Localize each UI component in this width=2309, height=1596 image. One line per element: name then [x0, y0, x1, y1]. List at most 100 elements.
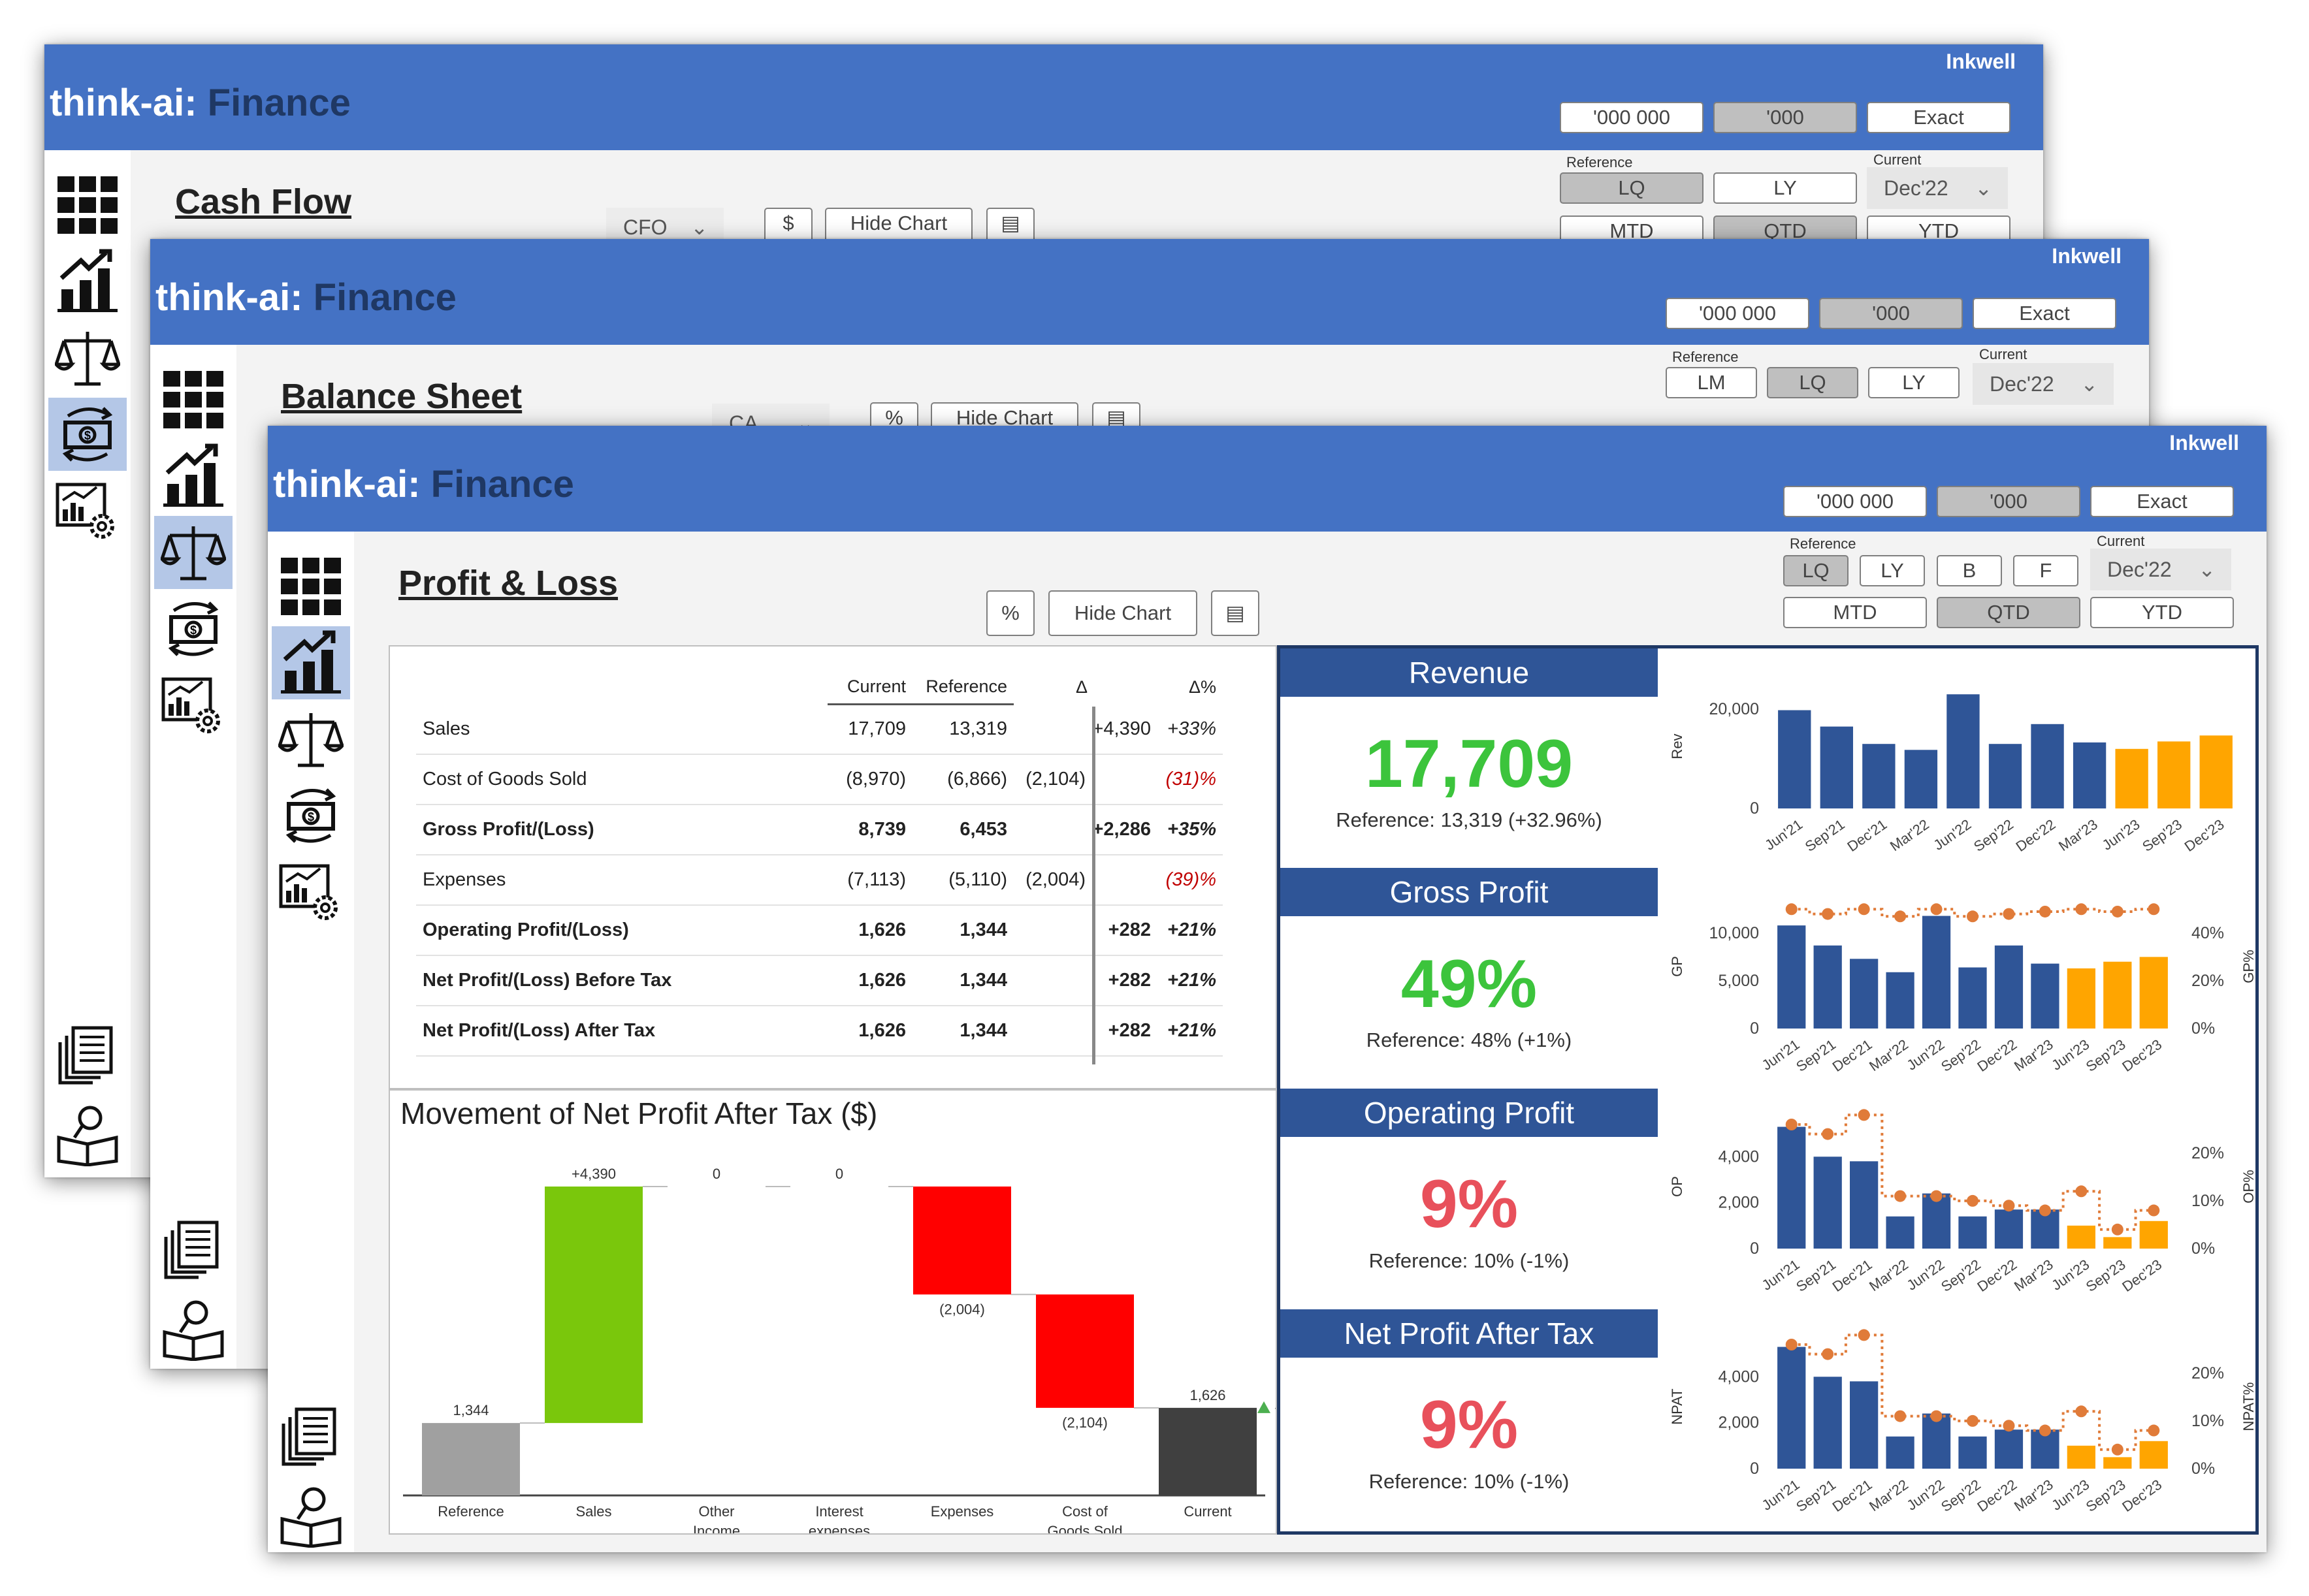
row-delta-pct: +33%	[1151, 704, 1223, 755]
reference-label: Reference	[1790, 535, 1856, 552]
current-period-select[interactable]: Dec'22 ⌄	[2090, 549, 2231, 590]
reference-ly-button[interactable]: LY	[1860, 555, 1925, 586]
documents-icon[interactable]	[48, 1019, 127, 1092]
pnl-table: Current Reference Δ Δ% Sales 17,709 13,319…	[416, 661, 1223, 1057]
chart-bar	[1850, 959, 1879, 1029]
cash-cycle-icon-svg: $	[168, 601, 219, 656]
kpi-revenue-title: Revenue	[1280, 648, 1658, 697]
reference-ly-button[interactable]: LY	[1868, 367, 1960, 398]
waterfall-category-label: Reference	[438, 1503, 504, 1520]
chart-bar	[1904, 750, 1938, 808]
unit-million-button[interactable]: '000 000	[1666, 298, 1809, 329]
row-name: Expenses	[416, 855, 828, 906]
period-ytd-button[interactable]: YTD	[2090, 597, 2234, 628]
report-search-icon[interactable]: ▤	[1211, 590, 1259, 636]
row-delta: +2,286	[1014, 805, 1151, 855]
chart-xtick-label: Dec'23	[2119, 1036, 2165, 1075]
chart-ytick-label: 0	[1750, 799, 1759, 818]
reference-lq-button[interactable]: LQ	[1783, 555, 1849, 586]
chart-y2tick-label: 0%	[2191, 1460, 2215, 1478]
unit-thousand-button[interactable]: '000	[1713, 102, 1857, 133]
row-reference: (6,866)	[912, 754, 1014, 805]
current-period-select[interactable]: Dec'22 ⌄	[1973, 363, 2114, 405]
hide-chart-button[interactable]: Hide Chart	[1048, 590, 1197, 636]
chart-margin-point	[1858, 903, 1870, 916]
revenue-trend-chart: Rev 0 20,000 Jun'21Sep'21Dec'21Mar'22Jun'22…	[1669, 694, 2233, 855]
unit-exact-button[interactable]: Exact	[1867, 102, 2010, 133]
chart-margin-point	[2075, 903, 2088, 916]
documents-icon[interactable]	[154, 1213, 233, 1286]
documents-icon[interactable]	[272, 1400, 350, 1473]
chart-bar	[2103, 1237, 2132, 1249]
kpi-operating-profit-reference: Reference: 10% (-1%)	[1368, 1249, 1570, 1272]
balance-scale-icon[interactable]	[272, 703, 350, 776]
knowledge-book-icon[interactable]	[154, 1292, 233, 1365]
analytics-gear-icon-svg	[161, 677, 220, 733]
cash-cycle-icon[interactable]: $	[154, 592, 233, 665]
balance-scale-icon[interactable]	[48, 321, 127, 394]
chart-bar	[1820, 726, 1853, 808]
knowledge-book-icon[interactable]	[272, 1478, 350, 1552]
chart-xtick-label: Jun'22	[1904, 1036, 1948, 1074]
row-delta-pct: (31)%	[1151, 754, 1223, 805]
unit-million-button[interactable]: '000 000	[1560, 102, 1703, 133]
chart-margin-point	[2039, 905, 2051, 918]
delta-positive: +4,390	[1092, 718, 1151, 739]
analytics-gear-icon[interactable]	[272, 855, 350, 929]
current-period-select[interactable]: Dec'22 ⌄	[1867, 167, 2008, 209]
chart-xtick-label: Dec'22	[2013, 816, 2059, 855]
unit-thousand-button[interactable]: '000	[1819, 298, 1963, 329]
reference-lq-button[interactable]: LQ	[1767, 367, 1858, 398]
unit-exact-button[interactable]: Exact	[2090, 486, 2234, 517]
table-row: Operating Profit/(Loss) 1,626 1,344 +282 +21…	[416, 905, 1223, 956]
dashboard-grid-icon[interactable]	[272, 550, 350, 623]
chart-xtick-label: Dec'23	[2119, 1476, 2165, 1515]
analytics-gear-icon[interactable]	[48, 474, 127, 547]
documents-icon-svg	[282, 1407, 336, 1466]
waterfall-bar	[913, 1186, 1011, 1295]
cash-cycle-icon[interactable]: $	[272, 779, 350, 852]
analytics-gear-icon[interactable]	[154, 669, 233, 742]
sidebar: $	[44, 150, 131, 1177]
chart-margin-point	[1785, 1339, 1798, 1350]
period-qtd-button[interactable]: QTD	[1937, 597, 2080, 628]
reference-forecast-button[interactable]: F	[2013, 555, 2078, 586]
unit-thousand-button[interactable]: '000	[1937, 486, 2080, 517]
dashboard-grid-icon[interactable]	[154, 363, 233, 436]
unit-million-button[interactable]: '000 000	[1783, 486, 1927, 517]
dashboard-grid-icon[interactable]	[48, 168, 127, 242]
row-delta: +282	[1014, 1006, 1151, 1057]
chart-xtick-label: Mar'23	[2011, 1476, 2056, 1515]
dashboard-grid-icon-svg	[163, 371, 223, 428]
chart-margin-point	[1967, 910, 1978, 923]
waterfall-value-label: 1,344	[453, 1402, 489, 1418]
row-current: 17,709	[828, 704, 912, 755]
balance-scale-icon-svg	[278, 713, 344, 767]
row-delta-pct: +21%	[1151, 955, 1223, 1006]
svg-text:$: $	[84, 429, 91, 442]
reference-lq-button[interactable]: LQ	[1560, 172, 1703, 204]
balance-scale-icon-svg	[161, 526, 226, 581]
knowledge-book-icon[interactable]	[48, 1097, 127, 1170]
chart-margin-point	[1822, 1128, 1834, 1140]
chart-bar	[1777, 1126, 1806, 1249]
reference-budget-button[interactable]: B	[1937, 555, 2002, 586]
reference-lm-button[interactable]: LM	[1666, 367, 1757, 398]
growth-chart-icon[interactable]	[48, 245, 127, 318]
percent-toggle-button[interactable]: %	[986, 590, 1035, 636]
cash-cycle-icon[interactable]: $	[48, 398, 127, 471]
chart-bar	[1922, 916, 1951, 1029]
unit-exact-button[interactable]: Exact	[1973, 298, 2116, 329]
reference-ly-button[interactable]: LY	[1713, 172, 1857, 204]
growth-chart-icon[interactable]	[154, 439, 233, 513]
waterfall-category-label: Income	[693, 1523, 740, 1533]
period-mtd-button[interactable]: MTD	[1783, 597, 1927, 628]
growth-chart-icon[interactable]	[272, 626, 350, 699]
chart-y2tick-label: 20%	[2191, 972, 2224, 990]
waterfall-value-label: (2,004)	[939, 1301, 985, 1317]
chart-bar	[2067, 1445, 2095, 1469]
chart-margin-point	[2039, 1424, 2051, 1437]
balance-scale-icon[interactable]	[154, 516, 233, 589]
chart-y2tick-label: 20%	[2191, 1364, 2224, 1382]
row-current: 1,626	[828, 1006, 912, 1057]
